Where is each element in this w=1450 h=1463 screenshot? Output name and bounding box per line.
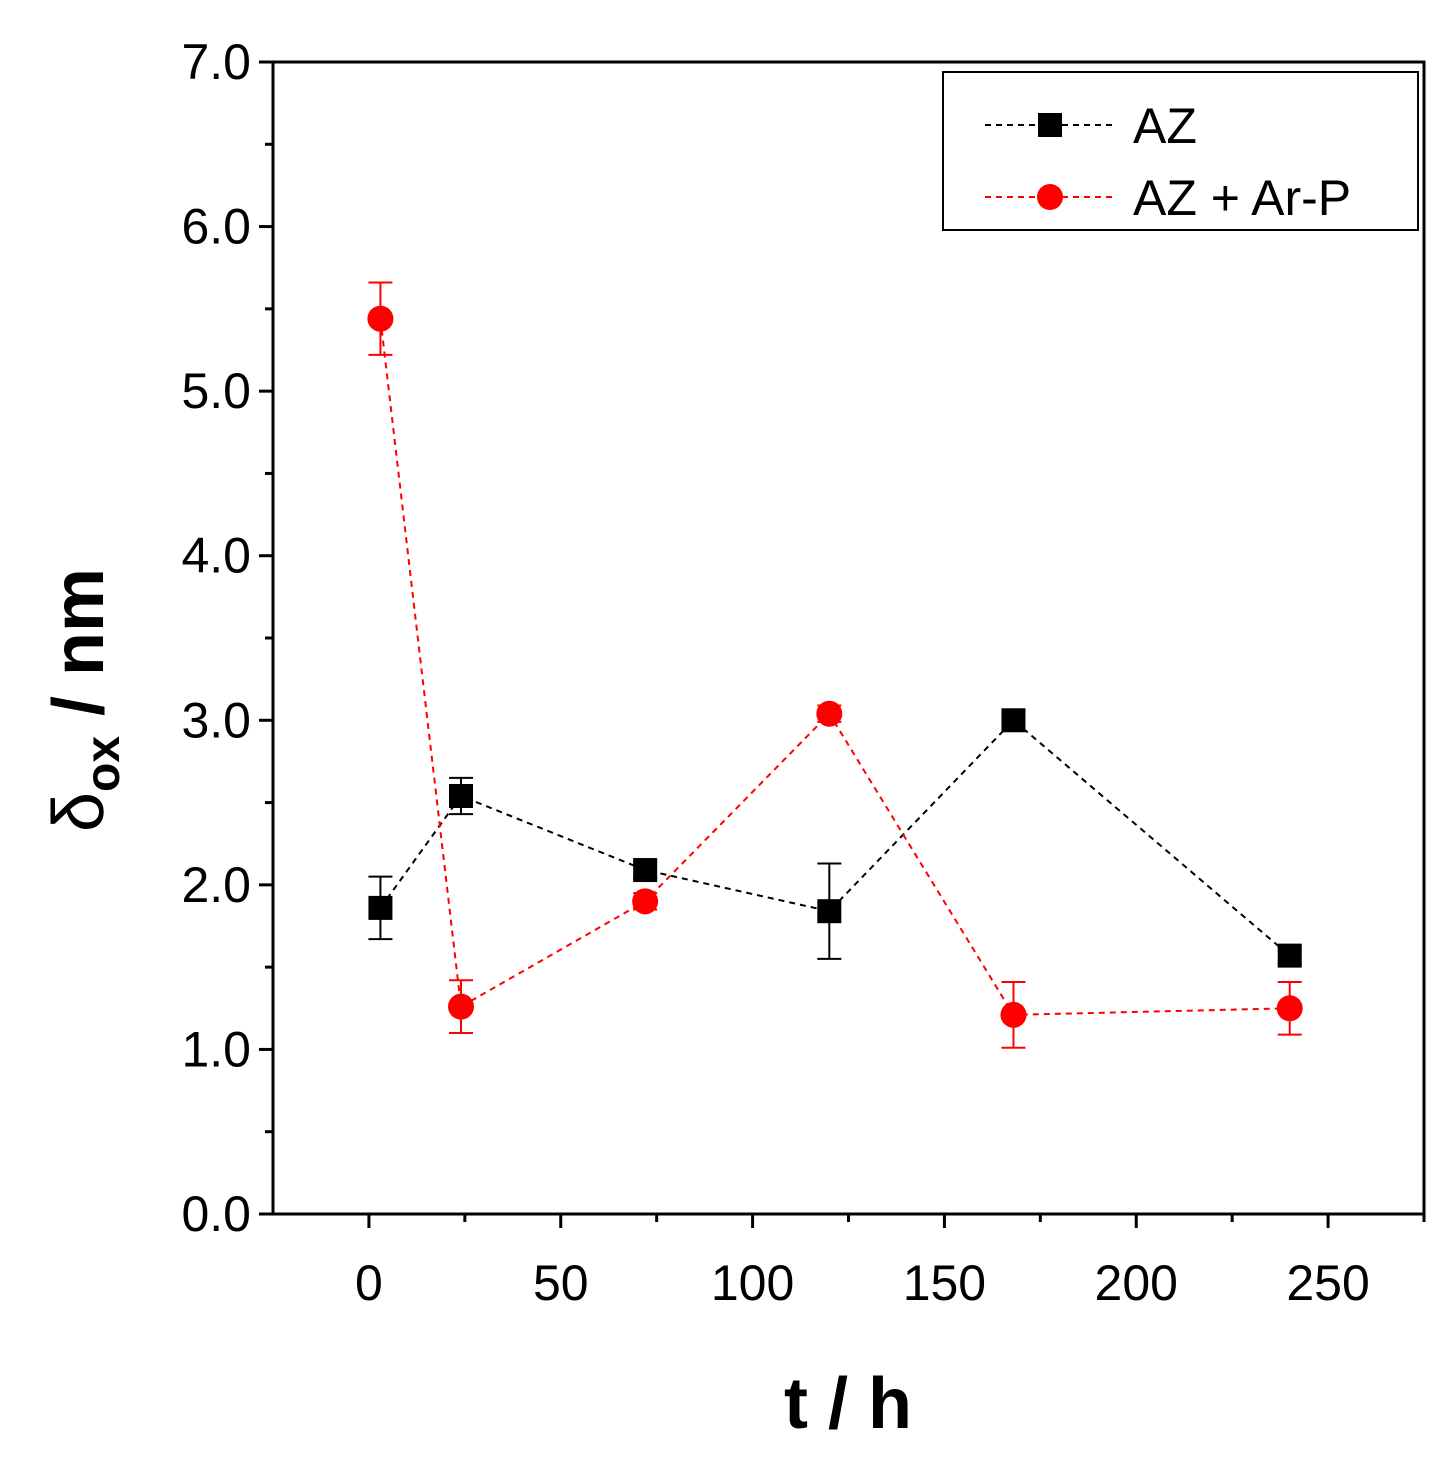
y-axis-unit: / nm [39,568,119,736]
y-axis-title: δox / nm [39,568,130,832]
y-tick-label: 0.0 [181,1186,251,1242]
y-axis-subscript: ox [77,736,130,792]
x-tick-label: 250 [1286,1255,1369,1311]
y-tick-label: 1.0 [181,1021,251,1077]
data-point [368,895,393,920]
data-point [1277,943,1302,968]
x-tick-label: 200 [1095,1255,1178,1311]
y-tick-label: 4.0 [181,528,251,584]
x-tick-label: 50 [533,1255,589,1311]
legend: AZ AZ + Ar-P [942,71,1419,231]
y-tick-label: 7.0 [181,34,251,90]
legend-label: AZ [1133,98,1197,154]
axis-titles: t / h δox / nm [39,568,912,1444]
data-point [1001,708,1026,733]
data-point [367,305,394,332]
legend-label: AZ + Ar-P [1133,170,1351,226]
legend-box [942,71,1419,231]
data-marks [367,281,1303,1049]
y-tick-label: 5.0 [181,363,251,419]
x-tick-label: 100 [711,1255,794,1311]
y-tick-label: 3.0 [181,692,251,748]
data-point [816,700,843,727]
series-az-ar-p [367,281,1303,1049]
data-point [817,899,842,924]
data-point [1000,1001,1027,1028]
y-tick-label: 6.0 [181,199,251,255]
data-point [1276,995,1303,1022]
plot-frame [271,60,1426,1216]
series-line [379,318,1290,1016]
data-point [448,783,473,808]
data-point [632,888,659,915]
x-tick-label: 150 [903,1255,986,1311]
data-point [633,858,658,883]
data-point [447,993,474,1020]
legend-marker [1037,184,1063,210]
series-az [368,708,1302,968]
legend-marker [1038,113,1062,137]
x-tick-label: 0 [355,1255,383,1311]
y-axis-symbol: δ [39,792,119,832]
x-axis-title: t / h [784,1364,912,1444]
y-tick-label: 2.0 [181,857,251,913]
series-line [379,718,1291,957]
axes: 0.0 1.0 2.0 3.0 4.0 5.0 6.0 7.0 0 50 100 150 200 250 [181,34,1426,1311]
